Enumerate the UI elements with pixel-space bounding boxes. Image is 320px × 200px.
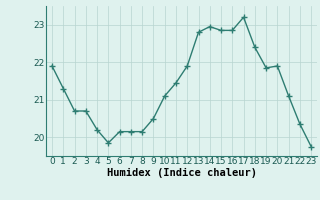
X-axis label: Humidex (Indice chaleur): Humidex (Indice chaleur) bbox=[107, 168, 257, 178]
